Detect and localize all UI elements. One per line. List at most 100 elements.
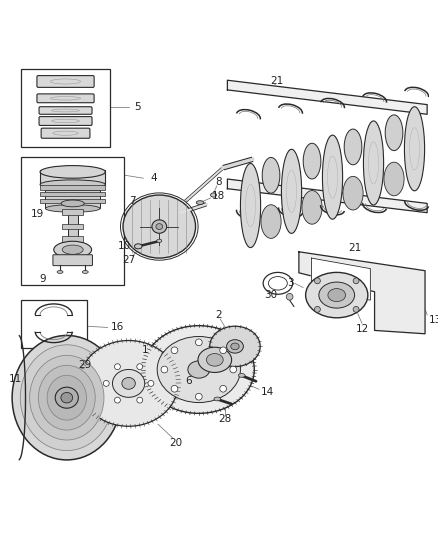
Circle shape (220, 347, 226, 354)
Ellipse shape (240, 164, 261, 247)
Ellipse shape (404, 107, 424, 191)
FancyBboxPatch shape (67, 209, 78, 239)
Text: 13: 13 (428, 316, 438, 325)
Ellipse shape (385, 115, 403, 151)
Ellipse shape (123, 195, 195, 258)
Circle shape (114, 397, 120, 403)
Ellipse shape (157, 336, 240, 402)
Text: 30: 30 (264, 290, 277, 300)
Ellipse shape (303, 143, 321, 179)
Ellipse shape (206, 353, 223, 366)
Text: 20: 20 (170, 438, 183, 448)
Text: 8: 8 (215, 176, 223, 187)
Ellipse shape (57, 270, 63, 273)
Ellipse shape (322, 135, 343, 219)
FancyBboxPatch shape (40, 170, 105, 184)
Circle shape (161, 366, 168, 373)
Polygon shape (299, 252, 425, 334)
FancyBboxPatch shape (39, 107, 92, 114)
Ellipse shape (211, 193, 216, 197)
Circle shape (171, 385, 178, 392)
FancyBboxPatch shape (53, 255, 92, 265)
Bar (21, 69, 110, 147)
FancyBboxPatch shape (41, 128, 90, 138)
Bar (21, 157, 124, 286)
Ellipse shape (156, 224, 162, 230)
Polygon shape (227, 80, 427, 114)
Text: 28: 28 (219, 414, 232, 424)
FancyBboxPatch shape (39, 117, 92, 125)
Ellipse shape (343, 176, 363, 210)
Circle shape (286, 293, 293, 300)
Text: 9: 9 (39, 274, 46, 284)
Ellipse shape (328, 288, 346, 302)
Ellipse shape (157, 239, 162, 243)
Text: 4: 4 (151, 173, 157, 183)
Text: 5: 5 (134, 102, 140, 112)
FancyBboxPatch shape (40, 192, 105, 196)
Ellipse shape (188, 361, 210, 378)
Ellipse shape (226, 340, 244, 353)
Text: 14: 14 (261, 387, 274, 397)
Circle shape (220, 385, 226, 392)
Text: 2: 2 (215, 310, 222, 320)
Circle shape (103, 381, 109, 386)
Ellipse shape (319, 282, 355, 308)
Text: 19: 19 (31, 208, 44, 219)
Text: 1: 1 (142, 345, 149, 355)
Ellipse shape (214, 397, 221, 401)
Circle shape (137, 397, 143, 403)
Ellipse shape (61, 200, 84, 207)
Text: 27: 27 (122, 255, 135, 265)
Ellipse shape (82, 270, 88, 273)
FancyBboxPatch shape (62, 236, 83, 242)
Ellipse shape (79, 341, 178, 426)
FancyBboxPatch shape (62, 224, 83, 230)
Ellipse shape (196, 201, 204, 205)
Circle shape (230, 366, 237, 373)
Text: 21: 21 (348, 244, 361, 253)
Text: 11: 11 (8, 374, 22, 384)
Ellipse shape (30, 356, 104, 440)
FancyBboxPatch shape (62, 209, 83, 215)
Ellipse shape (262, 157, 280, 193)
Ellipse shape (384, 162, 404, 196)
Ellipse shape (62, 245, 83, 254)
Ellipse shape (20, 345, 113, 450)
Ellipse shape (261, 205, 281, 238)
Polygon shape (227, 179, 427, 213)
Circle shape (148, 381, 154, 386)
Ellipse shape (302, 191, 322, 224)
FancyBboxPatch shape (46, 190, 100, 208)
Text: 29: 29 (79, 360, 92, 370)
Polygon shape (311, 258, 371, 300)
FancyBboxPatch shape (40, 185, 105, 190)
Text: 3: 3 (287, 278, 294, 288)
Ellipse shape (143, 326, 254, 414)
Ellipse shape (61, 392, 73, 403)
FancyBboxPatch shape (40, 199, 105, 203)
Ellipse shape (122, 377, 135, 389)
Text: 10: 10 (118, 241, 131, 252)
Ellipse shape (12, 335, 121, 460)
Ellipse shape (306, 272, 368, 318)
Circle shape (314, 306, 320, 312)
Ellipse shape (55, 387, 78, 408)
FancyBboxPatch shape (37, 94, 94, 103)
Ellipse shape (238, 374, 245, 377)
Ellipse shape (46, 205, 100, 212)
Circle shape (137, 364, 143, 369)
Ellipse shape (198, 347, 232, 373)
Circle shape (353, 278, 359, 284)
Text: 12: 12 (355, 324, 369, 334)
Ellipse shape (344, 129, 362, 165)
Circle shape (314, 278, 320, 284)
Ellipse shape (210, 326, 260, 367)
Ellipse shape (39, 365, 95, 430)
Circle shape (195, 339, 202, 346)
Circle shape (114, 364, 120, 369)
Ellipse shape (47, 375, 86, 420)
Ellipse shape (54, 241, 92, 258)
Text: 6: 6 (185, 376, 192, 386)
Text: 7: 7 (130, 196, 136, 206)
